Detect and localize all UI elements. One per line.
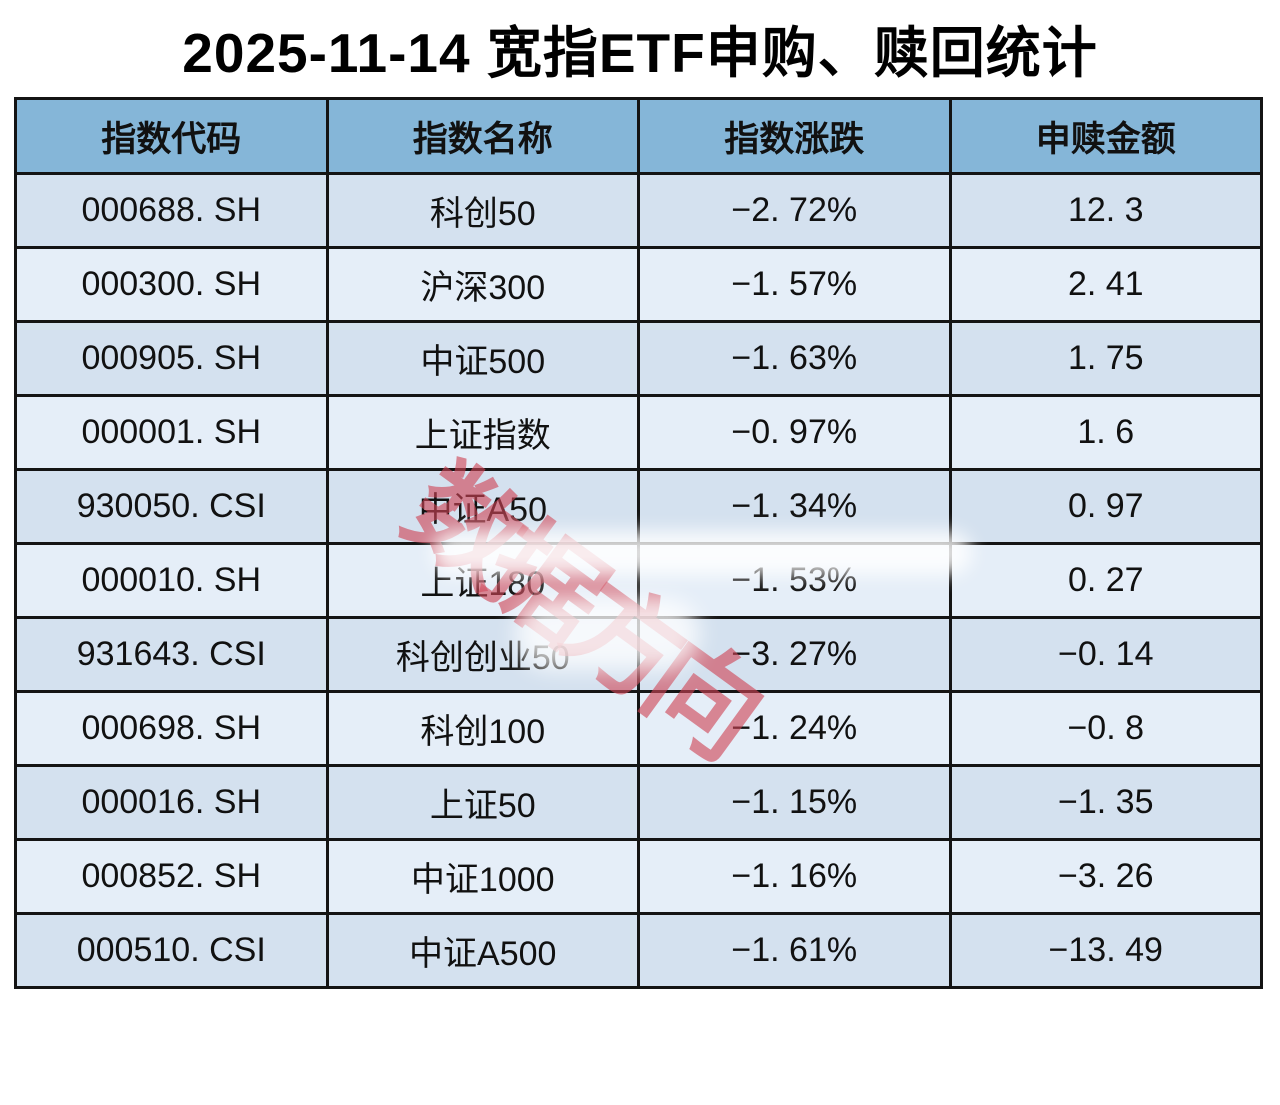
table-row: 000001. SH 上证指数 −0. 97% 1. 6 [14,394,1263,471]
table-row: 931643. CSI 科创创业50 −3. 27% −0. 14 [14,616,1263,693]
table-row: 000510. CSI 中证A500 −1. 61% −13. 49 [14,912,1263,989]
cell-name: 中证1000 [325,838,640,915]
cell-change: −1. 16% [637,838,952,915]
cell-amount: 1. 6 [948,394,1263,471]
cell-name: 上证指数 [325,394,640,471]
column-header-change: 指数涨跌 [637,97,952,175]
header-row: 指数代码 指数名称 指数涨跌 申赎金额 [14,97,1263,175]
cell-code: 000698. SH [14,690,329,767]
cell-code: 000016. SH [14,764,329,841]
table-row: 000016. SH 上证50 −1. 15% −1. 35 [14,764,1263,841]
column-header-amount: 申赎金额 [948,97,1263,175]
cell-code: 000852. SH [14,838,329,915]
table-row: 000688. SH 科创50 −2. 72% 12. 3 [14,172,1263,249]
cell-change: −3. 27% [637,616,952,693]
table-header: 指数代码 指数名称 指数涨跌 申赎金额 [14,97,1263,175]
cell-code: 931643. CSI [14,616,329,693]
etf-stats-table: 指数代码 指数名称 指数涨跌 申赎金额 000688. SH 科创50 −2. 72% 12… [14,97,1263,989]
cell-amount: 0. 97 [948,468,1263,545]
cell-change: −1. 61% [637,912,952,989]
table-row: 000300. SH 沪深300 −1. 57% 2. 41 [14,246,1263,323]
cell-amount: 1. 75 [948,320,1263,397]
table-row: 000010. SH 上证180 −1. 53% 0. 27 [14,542,1263,619]
cell-name: 科创创业50 [325,616,640,693]
cell-change: −1. 63% [637,320,952,397]
cell-name: 中证A500 [325,912,640,989]
table-row: 000698. SH 科创100 −1. 24% −0. 8 [14,690,1263,767]
cell-name: 沪深300 [325,246,640,323]
cell-amount: 0. 27 [948,542,1263,619]
cell-amount: −0. 8 [948,690,1263,767]
cell-amount: −13. 49 [948,912,1263,989]
cell-code: 930050. CSI [14,468,329,545]
cell-code: 000300. SH [14,246,329,323]
cell-name: 上证50 [325,764,640,841]
cell-change: −1. 24% [637,690,952,767]
table-row: 000852. SH 中证1000 −1. 16% −3. 26 [14,838,1263,915]
cell-change: −2. 72% [637,172,952,249]
cell-code: 000688. SH [14,172,329,249]
cell-amount: −1. 35 [948,764,1263,841]
cell-code: 000010. SH [14,542,329,619]
cell-name: 科创100 [325,690,640,767]
cell-change: −1. 57% [637,246,952,323]
cell-amount: −3. 26 [948,838,1263,915]
cell-code: 000001. SH [14,394,329,471]
cell-name: 中证500 [325,320,640,397]
cell-name: 中证A50 [325,468,640,545]
table-body: 000688. SH 科创50 −2. 72% 12. 3 000300. SH 沪深30… [14,172,1263,989]
cell-amount: 2. 41 [948,246,1263,323]
cell-change: −1. 34% [637,468,952,545]
page-title: 2025-11-14 宽指ETF申购、赎回统计 [182,22,1098,84]
cell-code: 000510. CSI [14,912,329,989]
table-row: 930050. CSI 中证A50 −1. 34% 0. 97 [14,468,1263,545]
cell-amount: 12. 3 [948,172,1263,249]
cell-change: −1. 15% [637,764,952,841]
cell-name: 上证180 [325,542,640,619]
cell-amount: −0. 14 [948,616,1263,693]
table-row: 000905. SH 中证500 −1. 63% 1. 75 [14,320,1263,397]
column-header-name: 指数名称 [325,97,640,175]
cell-change: −0. 97% [637,394,952,471]
column-header-code: 指数代码 [14,97,329,175]
cell-code: 000905. SH [14,320,329,397]
cell-name: 科创50 [325,172,640,249]
cell-change: −1. 53% [637,542,952,619]
